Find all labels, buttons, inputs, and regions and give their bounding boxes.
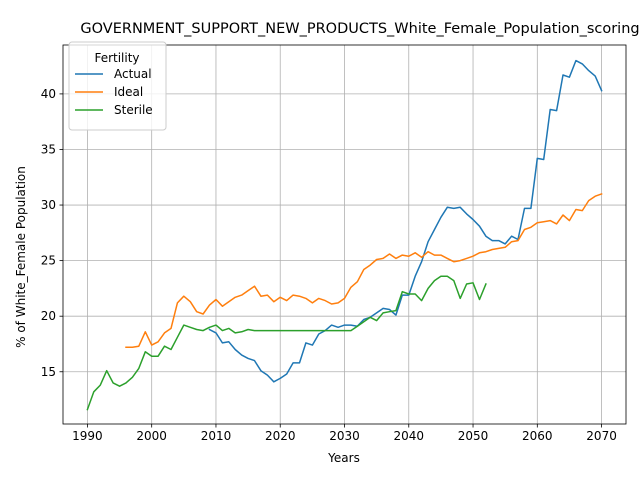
y-tick-label: 35 xyxy=(41,142,56,156)
series-line-sterile xyxy=(86,275,487,411)
series-line-actual xyxy=(208,59,603,383)
y-tick-label: 40 xyxy=(41,87,56,101)
x-tick-label: 2030 xyxy=(329,429,360,443)
y-axis-title: % of White_Female Population xyxy=(14,166,28,348)
x-tick-label: 2050 xyxy=(458,429,489,443)
x-axis-title: Years xyxy=(327,451,360,465)
y-tick-label: 15 xyxy=(41,365,56,379)
x-tick-label: 2070 xyxy=(586,429,617,443)
x-tick-label: 1990 xyxy=(72,429,103,443)
axis-ticks: 1990 2000 2010 2020 2030 2040 2050 2060 20701520… xyxy=(41,87,617,443)
grid xyxy=(63,45,626,424)
y-tick-label: 20 xyxy=(41,309,56,323)
series-lines xyxy=(86,59,603,411)
y-tick-label: 30 xyxy=(41,198,56,212)
x-tick-label: 2060 xyxy=(522,429,553,443)
legend-title: Fertility xyxy=(94,51,139,65)
x-tick-label: 2020 xyxy=(265,429,296,443)
legend-entries: Actual Ideal Sterile xyxy=(75,67,153,117)
legend: Fertility Actual Ideal Sterile xyxy=(68,41,167,131)
legend-label-sterile: Sterile xyxy=(114,103,153,117)
legend-label-actual: Actual xyxy=(114,67,152,81)
series-line-ideal xyxy=(125,192,603,349)
y-tick-label: 25 xyxy=(41,254,56,268)
chart-title: GOVERNMENT_SUPPORT_NEW_PRODUCTS_White_Fe… xyxy=(80,21,639,37)
x-tick-label: 2040 xyxy=(393,429,424,443)
x-tick-label: 2000 xyxy=(136,429,167,443)
x-tick-label: 2010 xyxy=(201,429,232,443)
legend-box xyxy=(68,41,167,131)
legend-label-ideal: Ideal xyxy=(114,85,143,99)
